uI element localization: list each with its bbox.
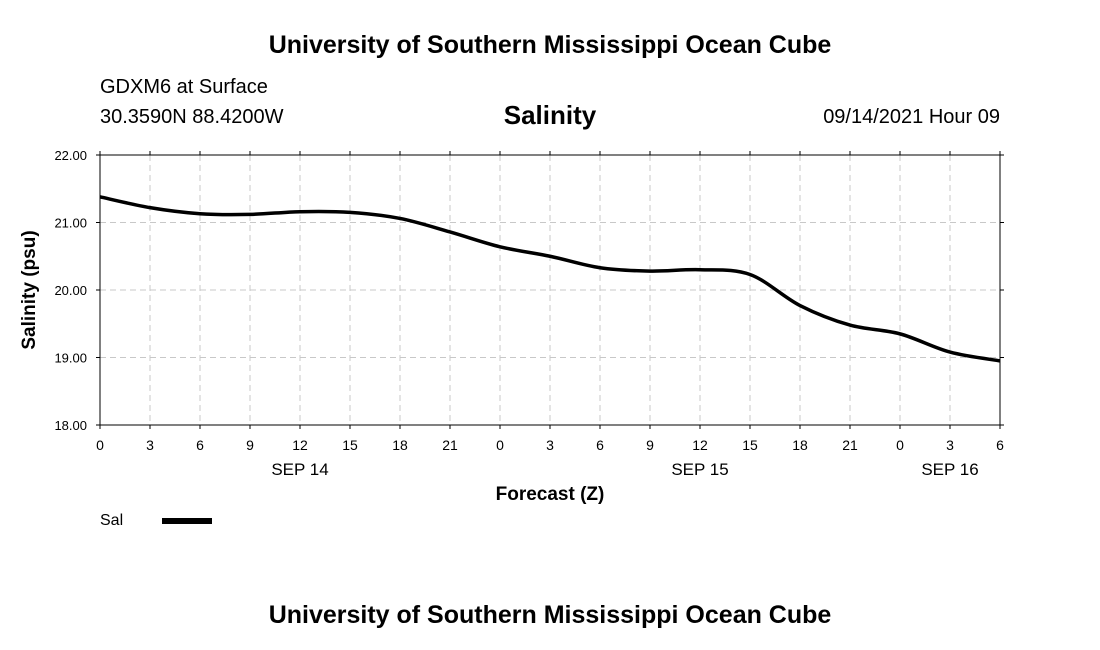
x-tick-label: 15	[742, 437, 758, 453]
variable-title: Salinity	[503, 100, 597, 130]
y-tick-label: 21.00	[54, 216, 87, 231]
x-tick-label: 21	[842, 437, 858, 453]
forecast-datetime: 09/14/2021 Hour 09	[823, 106, 1000, 128]
x-tick-label: 0	[896, 437, 904, 453]
x-tick-label: 0	[496, 437, 504, 453]
x-tick-label: 18	[792, 437, 808, 453]
x-tick-label: 6	[996, 437, 1004, 453]
legend: Sal	[100, 512, 212, 529]
x-tick-label: 9	[246, 437, 254, 453]
chart-main-title: University of Southern Mississippi Ocean…	[268, 31, 832, 59]
x-tick-label: 6	[596, 437, 604, 453]
x-tick-label: 18	[392, 437, 408, 453]
x-date-label: SEP 14	[271, 460, 328, 479]
x-tick-label: 12	[292, 437, 308, 453]
x-tick-label: 3	[946, 437, 954, 453]
x-tick-label: 3	[146, 437, 154, 453]
x-tick-label: 6	[196, 437, 204, 453]
station-label: GDXM6 at Surface	[100, 76, 268, 98]
y-tick-label: 20.00	[54, 283, 87, 298]
y-tick-label: 19.00	[54, 351, 87, 366]
legend-label-sal: Sal	[100, 512, 123, 529]
x-tick-label: 3	[546, 437, 554, 453]
station-coordinates: 30.3590N 88.4200W	[100, 106, 284, 128]
x-tick-label: 21	[442, 437, 458, 453]
x-tick-label: 9	[646, 437, 654, 453]
x-axis-label: Forecast (Z)	[496, 484, 605, 505]
x-tick-label: 15	[342, 437, 358, 453]
x-date-label: SEP 15	[671, 460, 728, 479]
y-tick-label: 18.00	[54, 418, 87, 433]
y-axis-label: Salinity (psu)	[19, 230, 40, 349]
grid	[100, 155, 1000, 425]
series-line-sal	[99, 195, 1001, 363]
x-tick-label: 12	[692, 437, 708, 453]
series-layer	[99, 195, 1001, 363]
footer-title: University of Southern Mississippi Ocean…	[268, 601, 832, 629]
axis-ticks: 0 3 6 9 12 15 18 21 0 3 6 9 12 15 18 21 0 3 6 18.00 19.00 20.…	[54, 148, 1004, 479]
y-tick-label: 22.00	[54, 148, 87, 163]
x-tick-label: 0	[96, 437, 104, 453]
x-date-label: SEP 16	[921, 460, 978, 479]
